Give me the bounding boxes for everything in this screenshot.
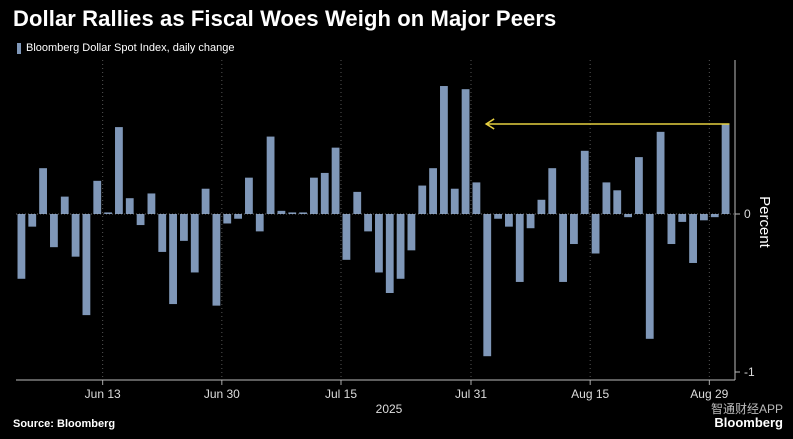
bar xyxy=(277,210,286,214)
y-axis-title: Percent xyxy=(756,196,773,249)
bar xyxy=(82,214,91,316)
bar xyxy=(17,214,26,279)
bar xyxy=(39,168,47,214)
bar xyxy=(28,214,37,227)
bar xyxy=(678,214,687,222)
bar xyxy=(472,182,481,214)
bar xyxy=(299,212,307,214)
bar xyxy=(180,214,188,241)
bar xyxy=(483,214,492,357)
x-tick-label: Jul 15 xyxy=(325,387,357,401)
legend: Bloomberg Dollar Spot Index, daily chang… xyxy=(17,42,235,54)
chart-title: Dollar Rallies as Fiscal Woes Weigh on M… xyxy=(13,6,557,31)
bar xyxy=(71,214,80,257)
bar xyxy=(331,147,340,214)
x-tick-label: Jun 30 xyxy=(204,387,240,401)
y-tick-label: -1 xyxy=(744,365,755,379)
bar xyxy=(700,214,708,221)
bar xyxy=(364,214,372,232)
bar xyxy=(580,150,589,214)
bar xyxy=(645,214,654,339)
x-year-label: 2025 xyxy=(376,402,403,416)
brand-logo: Bloomberg xyxy=(714,415,783,430)
annotation-arrow-head xyxy=(484,118,495,130)
bar xyxy=(515,214,524,282)
bar xyxy=(505,214,513,227)
bar xyxy=(396,214,405,279)
bar xyxy=(635,157,643,214)
bar xyxy=(342,214,351,260)
bar xyxy=(310,177,318,214)
bar xyxy=(548,168,557,214)
bar xyxy=(667,214,676,245)
bar xyxy=(407,214,416,251)
x-tick-label: Jun 13 xyxy=(85,387,121,401)
bar xyxy=(266,136,275,214)
bar xyxy=(115,127,123,214)
y-tick-label: 0 xyxy=(744,207,751,221)
bar xyxy=(50,214,58,248)
source-note: Source: Bloomberg xyxy=(13,418,116,430)
bar xyxy=(125,198,134,214)
x-tick-label: Aug 15 xyxy=(571,387,609,401)
bar xyxy=(710,214,719,218)
bar xyxy=(450,188,459,214)
bar xyxy=(385,214,394,293)
bar xyxy=(255,214,264,232)
bar xyxy=(158,214,167,252)
bar xyxy=(559,214,567,282)
bar xyxy=(169,214,177,305)
bar xyxy=(624,214,632,218)
bar xyxy=(234,214,242,219)
bar xyxy=(320,172,329,214)
bar xyxy=(147,193,156,214)
bar xyxy=(537,199,546,214)
bar xyxy=(245,177,253,214)
bar xyxy=(136,214,145,226)
watermark: 智通财经APP xyxy=(710,402,783,416)
bar xyxy=(570,214,578,245)
bar xyxy=(375,214,383,273)
x-tick-label: Aug 29 xyxy=(690,387,728,401)
bar xyxy=(418,185,427,214)
x-tick-label: Jul 31 xyxy=(455,387,487,401)
legend-label: Bloomberg Dollar Spot Index, daily chang… xyxy=(26,42,235,54)
bar xyxy=(591,214,600,254)
bar xyxy=(494,214,502,219)
bar xyxy=(689,214,697,263)
bar xyxy=(461,89,470,214)
bar xyxy=(602,182,611,214)
bar xyxy=(60,196,69,214)
bar xyxy=(104,212,112,214)
bar xyxy=(353,191,362,214)
bar xyxy=(526,214,535,229)
bar xyxy=(429,168,437,214)
bar xyxy=(656,131,665,214)
bar xyxy=(190,214,199,273)
bar xyxy=(613,190,622,214)
bar xyxy=(288,212,297,214)
bar xyxy=(212,214,221,306)
bar xyxy=(223,214,232,224)
bar xyxy=(201,188,210,214)
bar xyxy=(93,180,102,214)
bar xyxy=(721,123,730,214)
bar xyxy=(440,86,448,214)
legend-swatch xyxy=(17,42,21,54)
